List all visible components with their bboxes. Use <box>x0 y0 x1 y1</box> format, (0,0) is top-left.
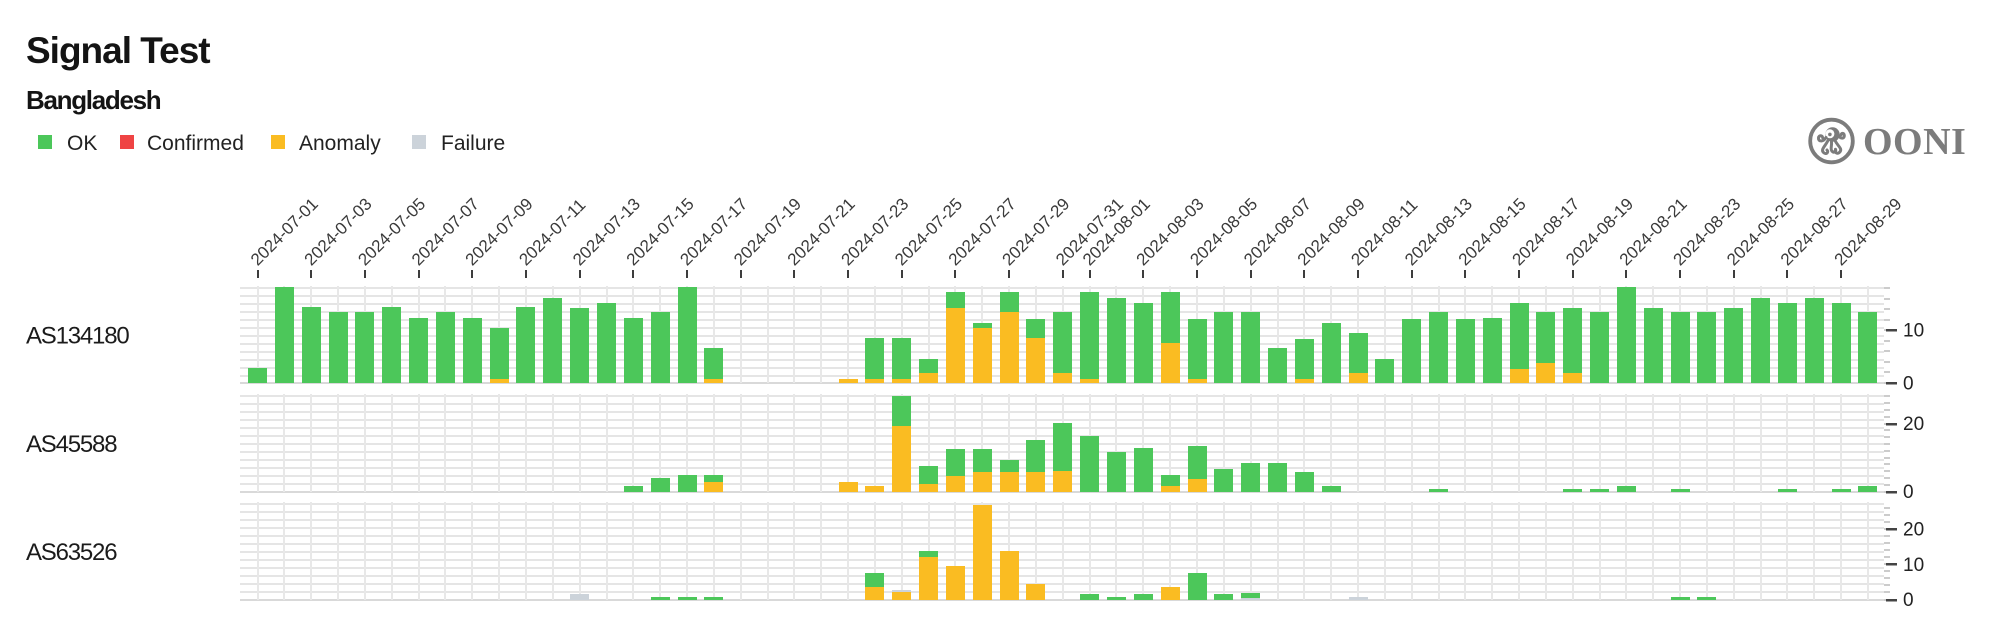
svg-text:0: 0 <box>1903 482 1914 503</box>
svg-text:20: 20 <box>1903 520 1924 541</box>
svg-text:AS45588: AS45588 <box>26 431 117 458</box>
svg-text:AS63526: AS63526 <box>26 539 117 566</box>
svg-text:10: 10 <box>1903 555 1924 576</box>
svg-text:0: 0 <box>1903 374 1914 395</box>
svg-text:10: 10 <box>1903 321 1924 342</box>
svg-text:20: 20 <box>1903 414 1924 435</box>
svg-text:0: 0 <box>1903 590 1914 611</box>
svg-text:AS134180: AS134180 <box>26 323 129 350</box>
